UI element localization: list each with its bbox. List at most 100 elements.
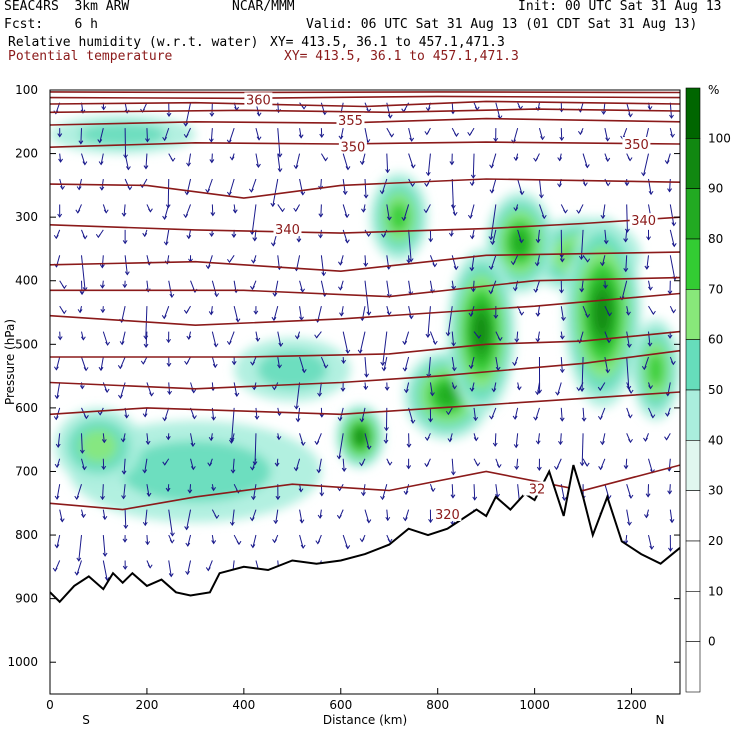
- wind-arrowhead: [579, 462, 585, 467]
- wind-vector: [342, 204, 348, 218]
- wind-vector: [429, 382, 433, 396]
- wind-vector: [168, 280, 173, 298]
- wind-arrowhead: [338, 135, 344, 140]
- wind-arrowhead: [161, 315, 167, 320]
- wind-arrowhead: [558, 440, 563, 446]
- wind-vector: [560, 331, 563, 339]
- wind-arrowhead: [649, 545, 655, 550]
- wind-vector: [472, 280, 475, 292]
- wind-arrowhead: [512, 362, 517, 367]
- wind-vector: [101, 255, 104, 268]
- x-axis-label: Distance (km): [323, 713, 407, 727]
- wind-vector: [536, 382, 540, 395]
- wind-vector: [277, 331, 282, 347]
- wind-vector: [299, 356, 305, 373]
- wind-arrowhead: [185, 542, 191, 547]
- y-tick-label: 200: [15, 147, 38, 161]
- wind-vector: [604, 128, 609, 141]
- wind-vector: [144, 458, 148, 473]
- wind-arrowhead: [445, 410, 451, 416]
- wind-arrowhead: [101, 465, 107, 471]
- wind-arrowhead: [187, 489, 193, 494]
- wind-arrowhead: [249, 517, 255, 522]
- wind-vector: [123, 484, 126, 499]
- wind-vector: [76, 560, 82, 575]
- wind-vector: [364, 382, 367, 390]
- wind-arrowhead: [469, 181, 475, 187]
- wind-arrowhead: [645, 493, 651, 498]
- wind-arrowhead: [540, 136, 545, 141]
- wind-vector: [560, 407, 563, 421]
- wind-arrowhead: [671, 222, 677, 227]
- wind-arrowhead: [79, 290, 85, 296]
- wind-arrowhead: [321, 272, 327, 277]
- wind-arrowhead: [205, 567, 211, 572]
- wind-vector: [643, 153, 649, 176]
- wind-vector: [538, 128, 544, 140]
- wind-arrowhead: [83, 415, 89, 420]
- wind-arrowhead: [102, 552, 108, 557]
- wind-vector: [427, 306, 431, 338]
- wind-arrowhead: [142, 469, 148, 474]
- rh-blob: [79, 429, 118, 463]
- wind-vector: [386, 280, 390, 298]
- theta-label-bg: [336, 112, 365, 127]
- wind-vector: [364, 356, 368, 377]
- wind-arrowhead: [61, 310, 67, 315]
- wind-arrowhead: [385, 169, 391, 174]
- wind-arrowhead: [667, 188, 672, 193]
- wind-arrowhead: [387, 114, 393, 119]
- theta-label: 360: [246, 93, 271, 108]
- wind-vector: [255, 153, 259, 168]
- wind-vector: [299, 128, 302, 138]
- wind-arrowhead: [452, 385, 458, 390]
- wind-vector: [277, 356, 281, 368]
- wind-arrowhead: [488, 290, 494, 295]
- wind-arrowhead: [449, 161, 455, 166]
- wind-arrowhead: [577, 130, 583, 136]
- wind-vector: [190, 458, 194, 470]
- wind-arrowhead: [192, 415, 197, 420]
- wind-arrowhead: [300, 544, 306, 549]
- wind-vector: [255, 331, 259, 342]
- colorbar-label: 40: [708, 433, 723, 447]
- wind-arrowhead: [167, 390, 173, 396]
- wind-arrowhead: [80, 336, 86, 341]
- wind-vector: [144, 509, 148, 526]
- wind-arrowhead: [317, 514, 323, 519]
- wind-arrowhead: [516, 386, 522, 391]
- wind-arrowhead: [256, 136, 262, 141]
- wind-arrowhead: [387, 538, 393, 544]
- wind-vector: [124, 153, 129, 170]
- colorbar-label: 100: [708, 131, 731, 145]
- wind-arrowhead: [513, 207, 519, 212]
- wind-arrowhead: [277, 411, 282, 417]
- wind-vector: [57, 433, 61, 448]
- wind-arrowhead: [402, 517, 408, 522]
- wind-vector: [233, 382, 238, 397]
- wind-arrowhead: [576, 387, 582, 392]
- wind-arrowhead: [627, 414, 633, 419]
- wind-vector: [626, 509, 630, 526]
- wind-arrowhead: [366, 232, 372, 237]
- wind-arrowhead: [366, 445, 372, 450]
- wind-vector: [320, 255, 325, 276]
- wind-vector: [490, 204, 497, 240]
- y-tick-label: 800: [15, 528, 38, 542]
- wind-arrowhead: [536, 466, 542, 471]
- wind-vector: [340, 128, 344, 140]
- theta-contour: [50, 251, 680, 273]
- wind-arrowhead: [386, 265, 392, 270]
- wind-arrowhead: [323, 364, 329, 369]
- wind-arrowhead: [104, 576, 110, 582]
- wind-arrowhead: [105, 341, 111, 346]
- wind-vector: [81, 153, 86, 165]
- wind-arrowhead: [584, 462, 590, 467]
- wind-arrowhead: [668, 547, 673, 552]
- wind-arrowhead: [121, 212, 127, 217]
- wind-arrowhead: [248, 188, 254, 193]
- wind-arrowhead: [319, 133, 325, 138]
- rh-blob: [647, 352, 664, 387]
- wind-arrowhead: [61, 284, 67, 290]
- wind-arrowhead: [146, 492, 152, 497]
